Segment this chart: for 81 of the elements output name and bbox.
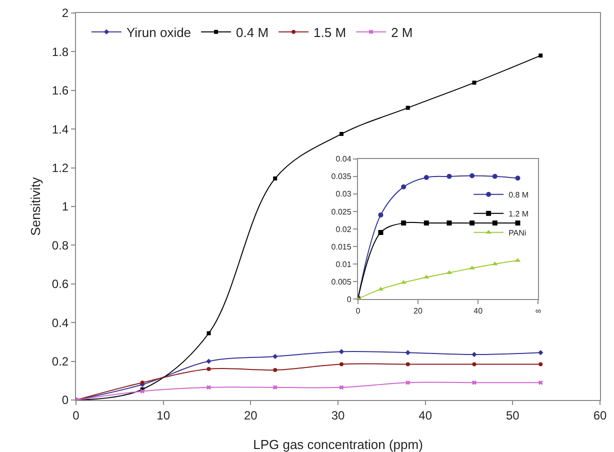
legend-label: Yirun oxide [126,24,192,40]
point [401,184,406,190]
y-tick-label: 1.2 [52,161,69,175]
y-tick-label: 0.2 [52,354,69,368]
point [206,331,211,336]
point [405,350,410,356]
x-tick-label: 20 [414,306,423,316]
y-tick-label: 0 [346,294,352,304]
y-tick-label: 0 [62,393,69,408]
point [472,352,477,358]
y-axis-title: Sensitivity [28,176,43,236]
legend-label: 0.8 M [508,190,529,200]
point [472,80,476,85]
point [406,380,410,385]
point [538,350,544,356]
point [472,380,476,385]
x-tick-label: 60 [593,408,607,422]
point [339,132,344,136]
y-tick-label: 0.4 [52,316,69,330]
point [538,380,543,385]
y-tick-label: 1.4 [52,122,69,136]
x-tick-label: 0 [356,306,361,316]
point [272,385,278,390]
point [492,174,498,179]
legend-label: 2 M [391,24,413,40]
legend-label: 0.4 M [236,24,269,40]
point [406,362,410,366]
point [515,176,520,181]
x-tick-label: 40 [474,306,484,316]
point [538,362,543,366]
y-tick-label: 1.6 [52,84,69,98]
x-tick-label: 50 [506,408,520,422]
x-tick-label: 30 [331,408,345,422]
y-tick-label: 2 [62,6,69,20]
point [424,174,429,180]
point [515,220,520,226]
point [206,367,211,372]
point [470,220,475,226]
point [472,362,476,366]
y-tick-label: 0.015 [331,242,352,252]
legend-label: PANi [508,228,526,238]
point [406,106,410,110]
y-tick-label: 0.035 [331,172,352,182]
x-tick-label: ∞ [535,306,542,316]
y-tick-label: 0.03 [336,190,352,199]
y-tick-label: 0.01 [336,260,352,269]
point [538,54,543,58]
point [378,230,384,235]
x-tick-label: 0 [72,408,80,422]
point [378,212,384,218]
point [339,362,344,366]
y-tick-label: 1 [62,200,69,214]
point [446,174,452,179]
point [470,173,475,178]
point [446,220,452,226]
legend-label: 1.5 M [314,24,346,40]
y-tick-label: 0.8 [52,238,69,252]
point [492,220,498,226]
point [272,354,278,360]
point [140,389,145,394]
point [338,349,344,354]
x-tick-label: 40 [418,408,432,422]
point [424,274,430,279]
point [206,358,212,364]
point [401,220,406,226]
y-tick-label: 0.025 [331,207,352,216]
y-tick-label: 0.005 [331,277,352,286]
x-tick-label: 20 [244,408,258,422]
point [206,385,212,390]
x-tick-label: 10 [156,408,170,422]
point [273,176,278,180]
legend-label: 1.2 M [508,210,529,219]
y-tick-label: 0.02 [336,224,352,234]
y-tick-label: 0.6 [52,277,69,292]
y-tick-label: 0.04 [336,154,352,164]
point [273,368,278,372]
y-tick-label: 1.8 [52,44,69,59]
x-axis-title: LPG gas concentration (ppm) [253,437,423,452]
point [424,220,429,226]
point [140,380,144,385]
point [339,385,344,390]
